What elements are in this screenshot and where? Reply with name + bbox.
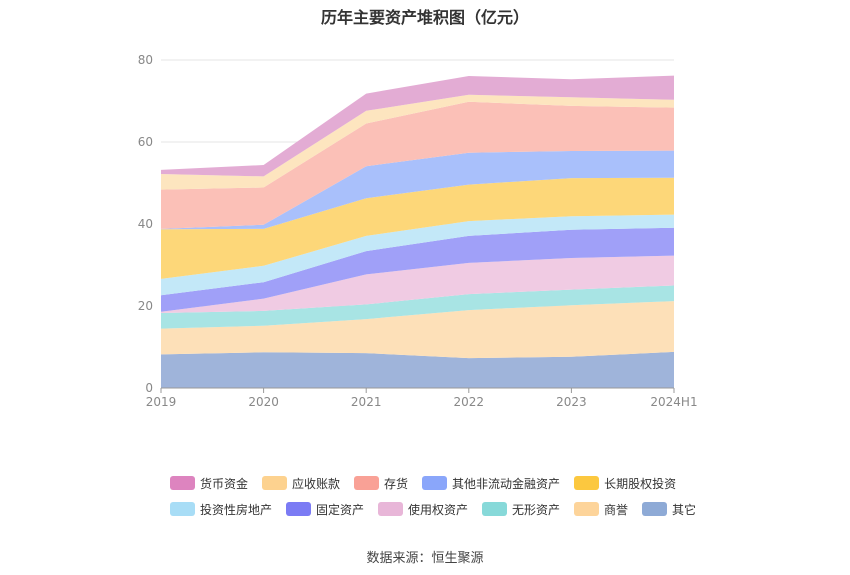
legend-label: 应收账款	[292, 476, 341, 491]
legend-label: 商誉	[603, 502, 628, 517]
x-tick-label: 2022	[454, 395, 485, 409]
legend-item[interactable]: 使用权资产	[378, 501, 468, 518]
legend-label: 存货	[384, 476, 409, 491]
legend-label: 货币资金	[200, 476, 249, 491]
legend-swatch	[262, 476, 288, 490]
legend-swatch	[574, 502, 599, 516]
legend-item[interactable]: 其它	[642, 501, 696, 518]
legend-label: 其它	[671, 502, 696, 517]
legend-label: 使用权资产	[408, 502, 469, 517]
y-tick-label: 20	[138, 299, 153, 313]
legend-swatch	[354, 476, 380, 490]
legend-item[interactable]: 固定资产	[286, 501, 364, 518]
area-series-4	[161, 227, 674, 312]
data-source: 数据来源：恒生聚源	[366, 551, 484, 566]
area-series-0	[161, 351, 674, 388]
area-series-10	[161, 75, 674, 177]
legend-swatch	[170, 502, 195, 516]
legend-swatch	[422, 476, 448, 490]
area-series-5	[161, 214, 674, 296]
axes: 0 20 40 60 80 2019 2020 2021 2022 2023 2024H1	[138, 53, 698, 409]
legend-item[interactable]: 商誉	[574, 501, 628, 518]
x-tick-label: 2023	[556, 395, 587, 409]
legend-label: 长期股权投资	[604, 476, 677, 491]
legend-swatch	[286, 502, 311, 516]
legend-label: 投资性房地产	[200, 502, 273, 517]
area-series-8	[161, 101, 674, 229]
x-tick-label: 2024H1	[650, 395, 697, 409]
legend-row: 投资性房地产 固定资产 使用权资产 无形资产 商誉 其它	[170, 496, 710, 522]
area-series-2	[161, 285, 674, 329]
y-tick-label: 40	[138, 217, 153, 231]
legend-item[interactable]: 其他非流动金融资产	[422, 475, 560, 492]
area-series-1	[161, 301, 674, 359]
area-series-3	[161, 255, 674, 313]
legend-swatch	[170, 476, 195, 490]
stacked-area-chart: 0 20 40 60 80 2019 2020 2021 2022 2023 2024H1	[138, 53, 698, 409]
area-series	[161, 75, 674, 388]
y-tick-label: 80	[138, 53, 153, 67]
legend-swatch	[642, 502, 667, 516]
y-tick-label: 60	[138, 135, 153, 149]
legend-label: 其他非流动金融资产	[452, 476, 561, 491]
legend-item[interactable]: 无形资产	[482, 501, 560, 518]
legend-swatch	[378, 502, 403, 516]
legend-item[interactable]: 货币资金	[170, 475, 248, 492]
area-series-9	[161, 94, 674, 190]
legend-item[interactable]: 投资性房地产	[170, 501, 272, 518]
legend-item[interactable]: 存货	[354, 475, 408, 492]
area-series-6	[161, 177, 674, 279]
chart-title: 历年主要资产堆积图（亿元）	[320, 8, 529, 27]
legend-item[interactable]: 应收账款	[262, 475, 340, 492]
legend-item[interactable]: 长期股权投资	[574, 475, 676, 492]
area-series-7	[161, 150, 674, 230]
legend-row: 货币资金 应收账款 存货 其他非流动金融资产 长期股权投资	[170, 470, 710, 496]
legend-label: 固定资产	[316, 502, 365, 517]
legend-swatch	[482, 502, 507, 516]
x-tick-label: 2021	[351, 395, 382, 409]
x-tick-label: 2019	[146, 395, 177, 409]
x-tick-label: 2020	[248, 395, 279, 409]
legend-swatch	[574, 476, 600, 490]
legend-label: 无形资产	[512, 502, 561, 517]
y-tick-label: 0	[145, 381, 153, 395]
legend: 货币资金 应收账款 存货 其他非流动金融资产 长期股权投资 投资性房地产 固定资产 使用权资…	[170, 470, 710, 522]
